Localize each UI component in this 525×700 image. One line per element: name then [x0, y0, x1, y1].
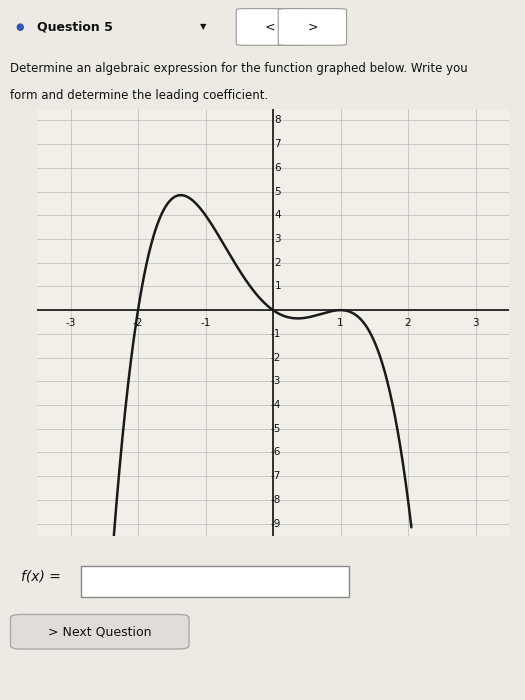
Text: -5: -5	[271, 424, 281, 434]
Text: 6: 6	[275, 163, 281, 173]
Text: -2: -2	[271, 353, 281, 363]
Text: 4: 4	[275, 210, 281, 220]
FancyBboxPatch shape	[81, 566, 349, 597]
FancyBboxPatch shape	[10, 615, 189, 649]
Text: >: >	[307, 20, 318, 34]
Text: -8: -8	[271, 495, 281, 505]
Text: <: <	[265, 20, 276, 34]
Text: 7: 7	[275, 139, 281, 149]
Text: 5: 5	[275, 186, 281, 197]
Text: 1: 1	[337, 318, 344, 328]
Text: Determine an algebraic expression for the function graphed below. Write you: Determine an algebraic expression for th…	[10, 62, 468, 75]
Text: -3: -3	[65, 318, 76, 328]
Text: -1: -1	[271, 329, 281, 339]
Text: -7: -7	[271, 471, 281, 481]
Text: ●: ●	[16, 22, 24, 32]
Text: -1: -1	[201, 318, 211, 328]
Text: -4: -4	[271, 400, 281, 410]
FancyBboxPatch shape	[278, 8, 346, 46]
Text: 3: 3	[472, 318, 479, 328]
Text: -3: -3	[271, 377, 281, 386]
Text: 3: 3	[275, 234, 281, 244]
Text: f(x) =: f(x) =	[21, 570, 61, 584]
Text: -6: -6	[271, 447, 281, 458]
Text: Question 5: Question 5	[37, 20, 113, 34]
Text: > Next Question: > Next Question	[48, 625, 152, 638]
Text: -2: -2	[133, 318, 143, 328]
Text: -9: -9	[271, 519, 281, 528]
Text: ▼: ▼	[200, 22, 206, 32]
Text: form and determine the leading coefficient.: form and determine the leading coefficie…	[10, 90, 269, 102]
Text: 2: 2	[405, 318, 411, 328]
Text: 8: 8	[275, 116, 281, 125]
Text: 1: 1	[275, 281, 281, 291]
Text: 2: 2	[275, 258, 281, 267]
FancyBboxPatch shape	[236, 8, 304, 46]
